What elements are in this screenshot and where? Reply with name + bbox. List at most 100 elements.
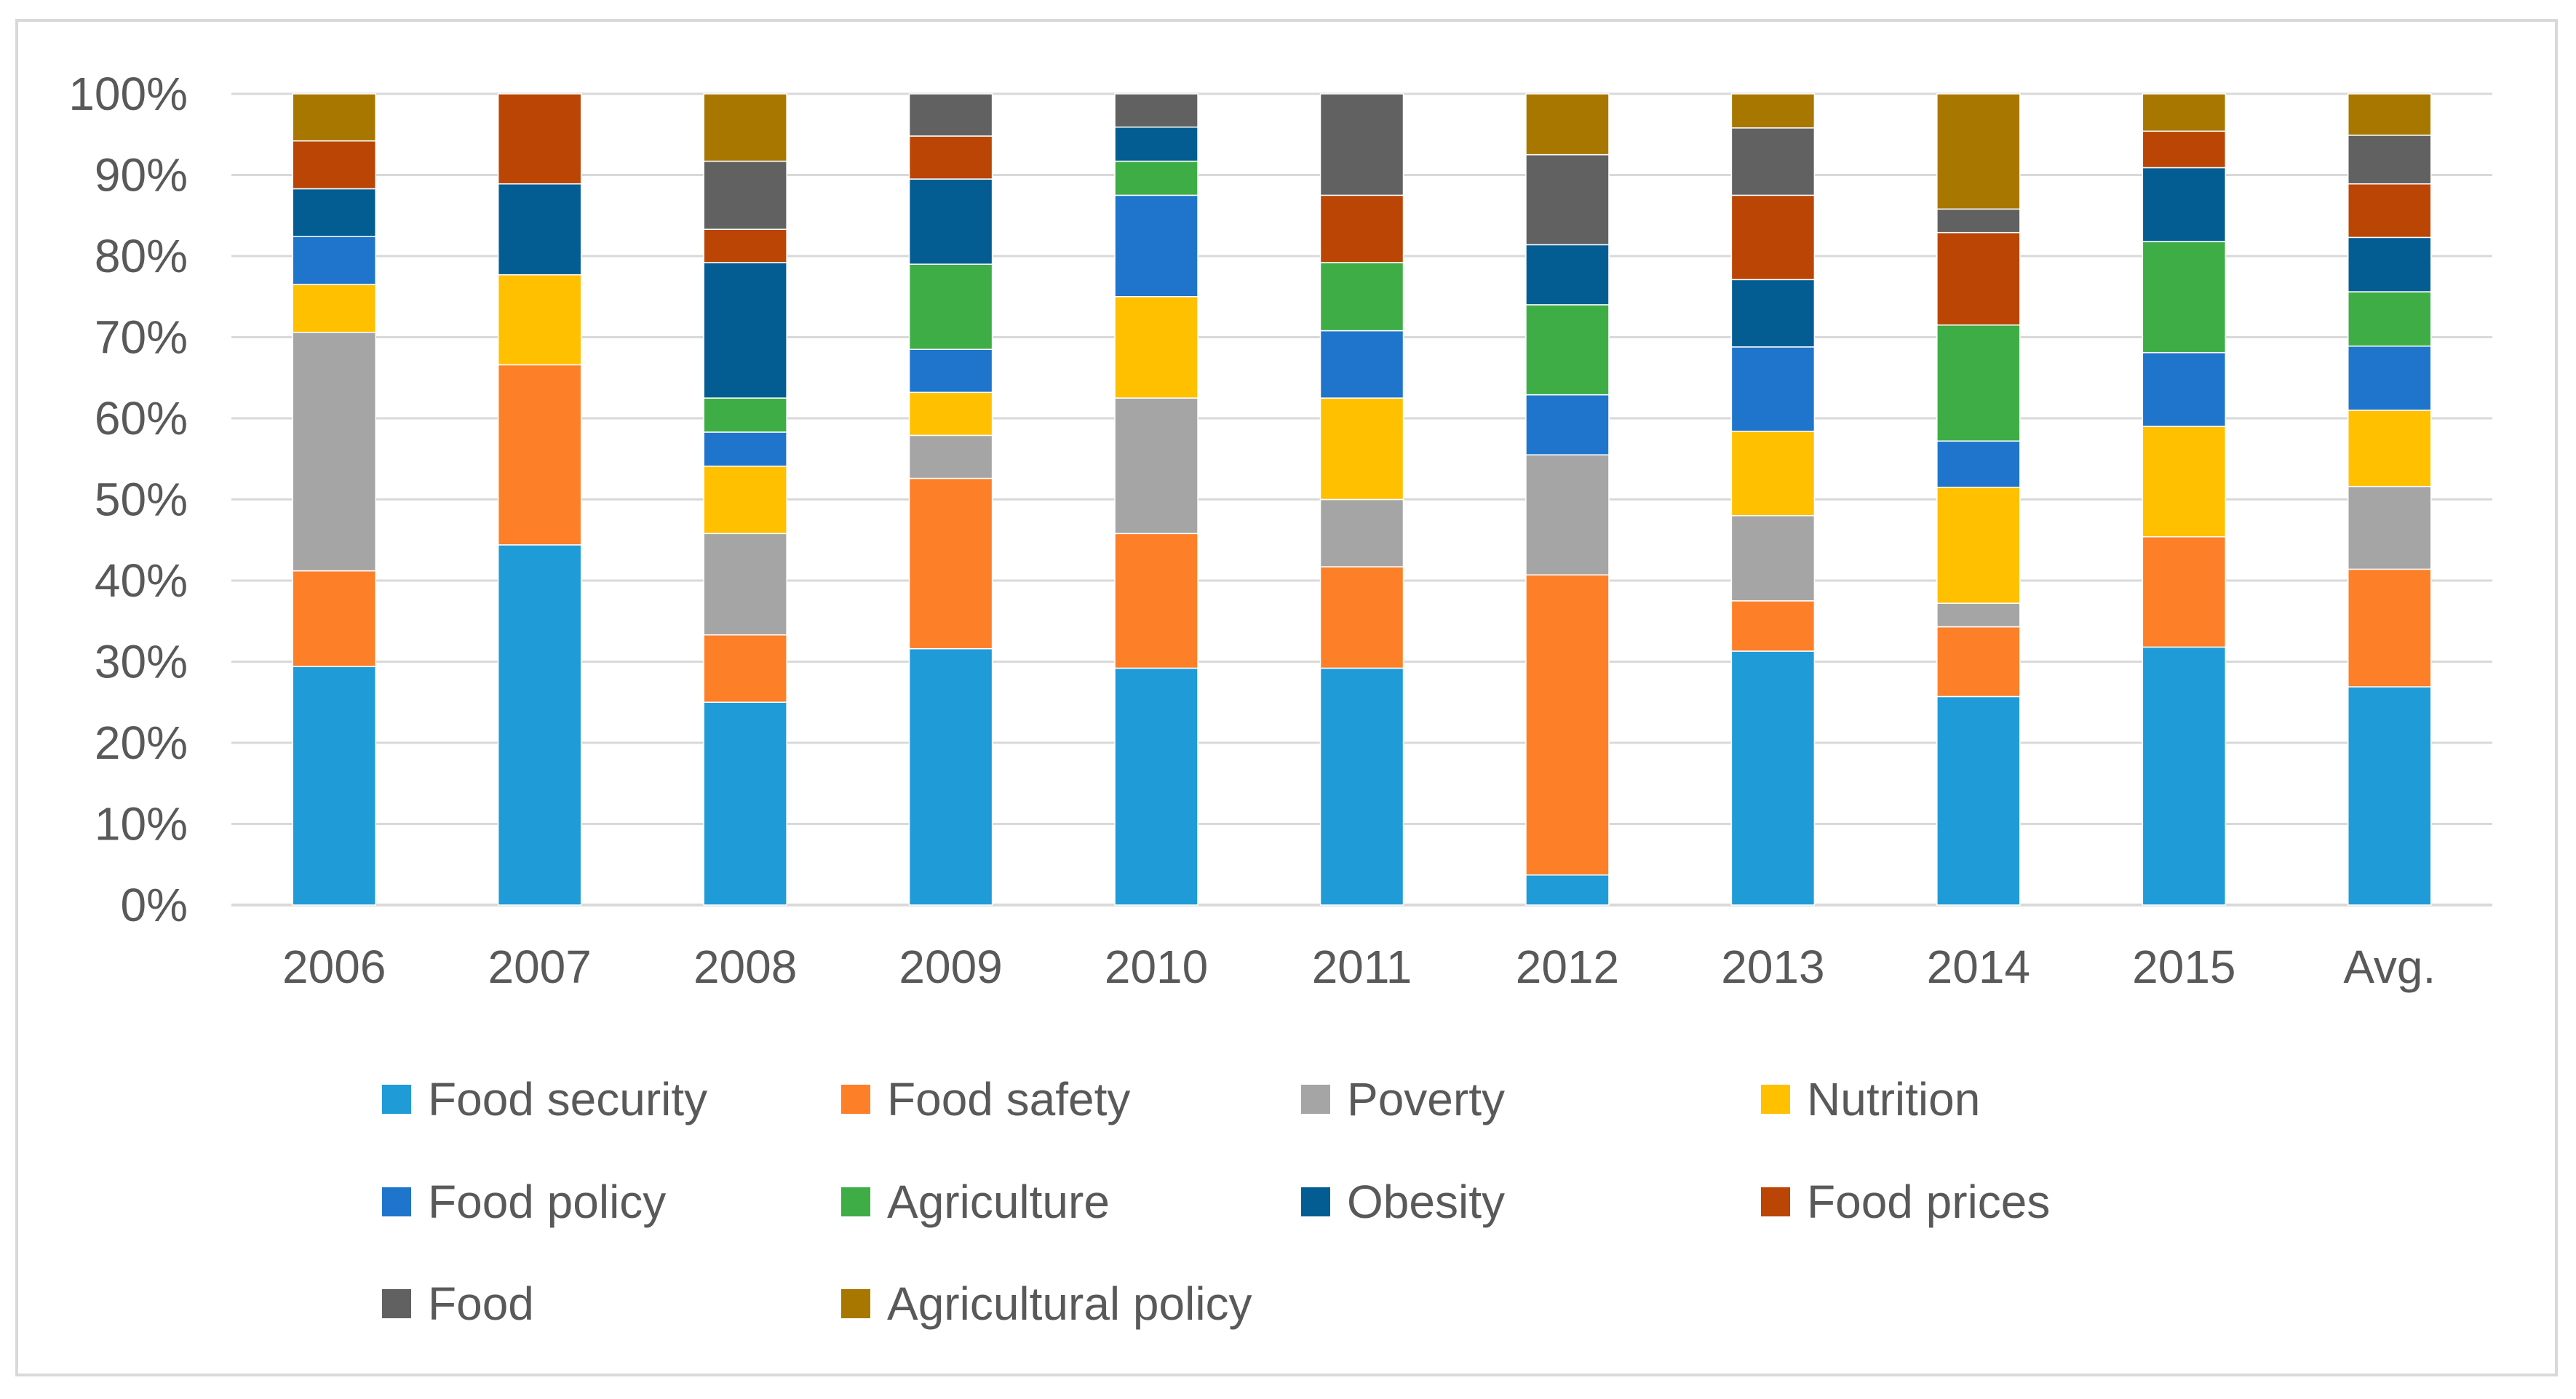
bar-2012-food-policy bbox=[1525, 394, 1610, 455]
bar-2011-food-safety bbox=[1319, 566, 1404, 669]
x-tick-label: 2007 bbox=[488, 941, 591, 993]
bar-2013-agricultural-policy bbox=[1730, 93, 1816, 129]
legend-label: Poverty bbox=[1347, 1073, 1505, 1125]
bar-Avg.-food-security bbox=[2348, 686, 2432, 906]
bar-2015-agricultural-policy bbox=[2142, 93, 2227, 132]
bar-2015-obesity bbox=[2142, 167, 2227, 242]
bar-Avg.-food-safety bbox=[2348, 568, 2432, 687]
legend-label: Obesity bbox=[1347, 1176, 1505, 1228]
bar-2008-food-prices bbox=[703, 228, 787, 263]
legend-swatch-food-policy bbox=[382, 1187, 411, 1216]
x-tick-label: 2013 bbox=[1721, 941, 1824, 993]
axes: 0% 10% 20% 30% 40% 50% 60% 70% 80% 90% 100% 2006 200… bbox=[68, 68, 2436, 993]
bar-2009-nutrition bbox=[908, 391, 993, 437]
bar-2013-food bbox=[1730, 127, 1816, 196]
bar-2014-poverty bbox=[1936, 602, 2021, 628]
bar-2014-nutrition bbox=[1936, 487, 2021, 604]
bar-2014-food-safety bbox=[1936, 626, 2021, 698]
x-tick-label: 2012 bbox=[1516, 941, 1619, 993]
bar-2012-food bbox=[1525, 154, 1610, 246]
bar-2010-food-policy bbox=[1114, 194, 1198, 298]
bar-2007-nutrition bbox=[497, 274, 582, 366]
bar-2012-obesity bbox=[1525, 244, 1610, 306]
bar-2009-food-safety bbox=[908, 477, 993, 650]
bar-2015-food-policy bbox=[2142, 351, 2227, 427]
bar-2011-food-security bbox=[1319, 667, 1404, 906]
legend-label: Food safety bbox=[887, 1073, 1130, 1125]
bar-Avg.-food bbox=[2348, 135, 2432, 185]
bar-Avg.-food-prices bbox=[2348, 183, 2432, 239]
bar-2013-food-policy bbox=[1730, 346, 1816, 432]
bar-2008-food bbox=[703, 160, 787, 230]
bar-2014-food-prices bbox=[1936, 231, 2021, 326]
y-tick-label: 50% bbox=[95, 474, 188, 526]
bar-2011-food-prices bbox=[1319, 194, 1404, 263]
bar-2011-food bbox=[1319, 93, 1404, 196]
bar-2015-agriculture bbox=[2142, 241, 2227, 354]
bar-2015-nutrition bbox=[2142, 426, 2227, 538]
bar-2015-food-safety bbox=[2142, 536, 2227, 648]
bar-Avg.-nutrition bbox=[2348, 410, 2432, 487]
bar-2007-obesity bbox=[497, 183, 582, 276]
bar-2008-poverty bbox=[703, 533, 787, 636]
bar-2011-nutrition bbox=[1319, 397, 1404, 501]
bar-2009-food-prices bbox=[908, 135, 993, 180]
legend-label: Agriculture bbox=[887, 1176, 1110, 1228]
y-tick-label: 80% bbox=[95, 230, 188, 282]
chart-frame: 0% 10% 20% 30% 40% 50% 60% 70% 80% 90% 100% 2006 200… bbox=[15, 19, 2558, 1376]
bar-2006-food-security bbox=[292, 666, 376, 906]
bar-2015-food-prices bbox=[2142, 130, 2227, 169]
bar-2011-food-policy bbox=[1319, 330, 1404, 399]
legend-swatch-agricultural-policy bbox=[841, 1289, 870, 1318]
bar-2009-food-security bbox=[908, 647, 993, 906]
bar-2013-food-safety bbox=[1730, 600, 1816, 652]
legend-label: Food policy bbox=[428, 1176, 666, 1228]
x-tick-label: 2006 bbox=[282, 941, 386, 993]
bar-2007-food-prices bbox=[497, 93, 582, 185]
y-tick-label: 10% bbox=[95, 798, 188, 850]
x-tick-label: Avg. bbox=[2343, 941, 2436, 993]
bar-2006-food-safety bbox=[292, 570, 376, 667]
bar-2014-food-policy bbox=[1936, 440, 2021, 488]
x-tick-label: 2009 bbox=[899, 941, 1002, 993]
bar-2012-poverty bbox=[1525, 454, 1610, 575]
x-tick-label: 2008 bbox=[693, 941, 797, 993]
bar-2007-food-security bbox=[497, 544, 582, 906]
legend-swatch-obesity bbox=[1301, 1187, 1330, 1216]
y-tick-label: 0% bbox=[121, 879, 188, 931]
bar-Avg.-agriculture bbox=[2348, 291, 2432, 347]
bar-2013-nutrition bbox=[1730, 431, 1816, 517]
bar-Avg.-agricultural-policy bbox=[2348, 93, 2432, 136]
x-tick-label: 2015 bbox=[2132, 941, 2235, 993]
bar-Avg.-food-policy bbox=[2348, 346, 2432, 411]
legend-label: Food security bbox=[428, 1073, 707, 1125]
legend-label: Agricultural policy bbox=[887, 1278, 1252, 1330]
bar-2013-food-security bbox=[1730, 650, 1816, 906]
bar-2012-food-safety bbox=[1525, 574, 1610, 876]
x-tick-label: 2011 bbox=[1312, 941, 1412, 993]
y-tick-label: 70% bbox=[95, 311, 188, 364]
bar-2008-food-security bbox=[703, 701, 787, 906]
bar-2012-agriculture bbox=[1525, 304, 1610, 396]
legend-label: Nutrition bbox=[1807, 1073, 1980, 1125]
x-tick-label: 2014 bbox=[1927, 941, 2030, 993]
bar-2010-obesity bbox=[1114, 126, 1198, 162]
bar-2006-poverty bbox=[292, 332, 376, 572]
bar-2008-agricultural-policy bbox=[703, 93, 787, 162]
y-tick-label: 90% bbox=[95, 149, 188, 202]
legend-swatch-nutrition bbox=[1761, 1085, 1790, 1114]
bar-2009-poverty bbox=[908, 434, 993, 479]
bar-2006-obesity bbox=[292, 188, 376, 237]
bars bbox=[292, 93, 2432, 906]
bar-2012-food-security bbox=[1525, 874, 1610, 906]
legend-swatch-agriculture bbox=[841, 1187, 870, 1216]
bar-2014-agricultural-policy bbox=[1936, 93, 2021, 210]
legend-label: Food prices bbox=[1807, 1176, 2050, 1228]
bar-2010-food-security bbox=[1114, 667, 1198, 906]
bar-2008-food-policy bbox=[703, 431, 787, 467]
legend-swatch-food bbox=[382, 1289, 411, 1318]
y-tick-label: 30% bbox=[95, 636, 188, 688]
bar-2006-nutrition bbox=[292, 284, 376, 333]
y-tick-label: 100% bbox=[68, 68, 188, 120]
y-tick-label: 60% bbox=[95, 392, 188, 445]
